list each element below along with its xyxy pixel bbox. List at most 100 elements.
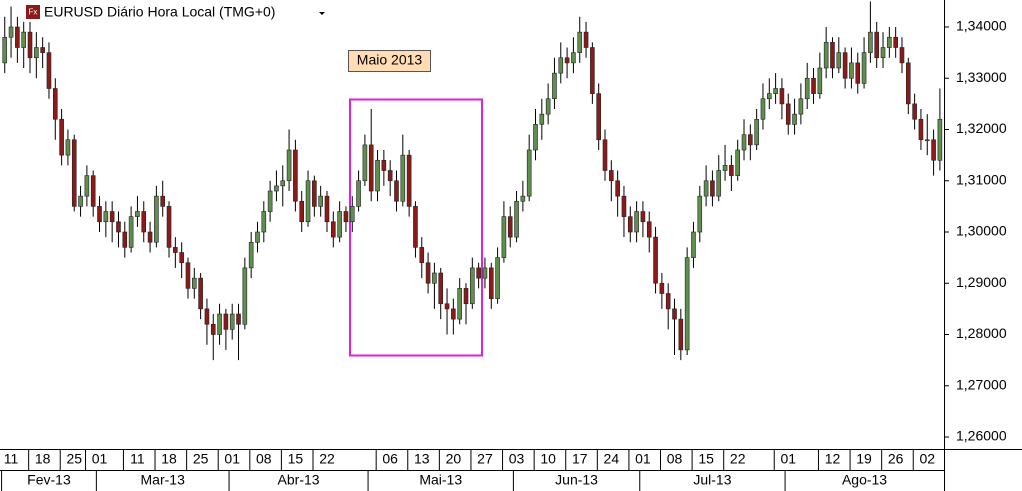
candle-body xyxy=(526,149,532,197)
candle-body xyxy=(880,47,886,59)
candle-body xyxy=(78,195,83,207)
x-tick-label: 06 xyxy=(382,451,398,467)
candle-body xyxy=(596,93,601,141)
candle-body xyxy=(90,175,96,207)
candle-body xyxy=(324,195,330,223)
candle-body xyxy=(539,113,545,125)
candle-body xyxy=(893,36,898,48)
candle-body xyxy=(905,62,911,105)
candle-body xyxy=(122,231,128,248)
candle-body xyxy=(482,267,488,279)
candle-body xyxy=(634,211,639,233)
candle-body xyxy=(451,308,456,320)
x-tick-label: 01 xyxy=(92,451,108,467)
x-tick-label: 19 xyxy=(856,451,872,467)
candle-body xyxy=(15,26,20,48)
candle-body xyxy=(697,195,703,233)
candle-body xyxy=(937,118,943,161)
candle-body xyxy=(166,206,172,248)
candle-body xyxy=(804,77,810,100)
y-tick-label: 1,26000 xyxy=(956,428,1007,444)
y-tick-label: 1,27000 xyxy=(956,376,1007,392)
candle-body xyxy=(438,272,444,305)
y-tick-label: 1,31000 xyxy=(956,171,1007,187)
candle-body xyxy=(204,308,210,325)
candle-body xyxy=(722,165,728,171)
candle-body xyxy=(488,267,494,299)
candle-body xyxy=(861,52,867,84)
x-tick-label: 26 xyxy=(888,451,904,467)
candle-body xyxy=(305,180,311,223)
candle-body xyxy=(564,57,570,64)
candle-body xyxy=(470,267,475,305)
x-tick-label: 12 xyxy=(825,451,841,467)
x-tick-label: 03 xyxy=(509,451,525,467)
candle-body xyxy=(773,88,778,94)
candle-body xyxy=(817,67,823,94)
candle-body xyxy=(741,134,747,151)
candle-body xyxy=(615,180,620,197)
candle-body xyxy=(627,216,633,233)
x-tick-label: 25 xyxy=(66,451,82,467)
candle-body xyxy=(179,252,184,264)
dropdown-arrow[interactable] xyxy=(319,12,325,15)
candle-body xyxy=(729,165,734,176)
candle-body xyxy=(653,236,658,284)
x-tick-label: 13 xyxy=(414,451,430,467)
y-tick-label: 1,32000 xyxy=(956,120,1007,136)
icon-label: Fx xyxy=(29,8,38,17)
candle-body xyxy=(375,159,380,192)
candle-body xyxy=(312,180,317,207)
candle-body xyxy=(400,154,406,202)
candle-body xyxy=(160,195,166,207)
x-tick-label: 08 xyxy=(667,451,683,467)
candle-body xyxy=(116,221,121,233)
candle-body xyxy=(766,93,772,100)
candle-body xyxy=(659,282,665,294)
candle-body xyxy=(349,206,355,223)
candle-body xyxy=(811,77,816,94)
candle-body xyxy=(185,262,191,289)
x-tick-label: 11 xyxy=(130,451,145,467)
candle-body xyxy=(672,308,677,320)
candle-body xyxy=(267,190,273,212)
candle-body xyxy=(924,139,930,142)
y-tick-label: 1,29000 xyxy=(956,274,1007,290)
candle-body xyxy=(792,113,797,125)
candle-body xyxy=(356,180,361,207)
candle-body xyxy=(558,57,564,74)
candle-body xyxy=(520,195,526,202)
candle-body xyxy=(173,247,178,253)
candle-body xyxy=(457,288,462,320)
candle-body xyxy=(590,47,595,94)
month-label: Fev-13 xyxy=(27,472,71,488)
candle-body xyxy=(394,180,399,202)
candle-body xyxy=(337,211,342,238)
candle-body xyxy=(868,31,873,53)
candle-body xyxy=(387,170,393,182)
candle-body xyxy=(425,262,431,284)
candle-body xyxy=(887,36,892,48)
x-tick-label: 01 xyxy=(224,451,240,467)
candle-body xyxy=(444,303,450,310)
x-tick-label: 11 xyxy=(4,451,19,467)
candle-body xyxy=(640,211,646,223)
candle-body xyxy=(368,144,374,192)
candle-body xyxy=(71,139,77,207)
x-tick-label: 27 xyxy=(477,451,493,467)
x-tick-label: 02 xyxy=(919,451,935,467)
candle-body xyxy=(419,247,425,264)
candle-body xyxy=(583,31,589,48)
candle-body xyxy=(602,139,608,171)
candle-body xyxy=(899,47,905,64)
candle-body xyxy=(476,267,481,279)
x-tick-label: 22 xyxy=(730,451,746,467)
candle-body xyxy=(507,216,513,238)
month-label: Jun-13 xyxy=(555,472,598,488)
x-tick-label: 10 xyxy=(540,451,556,467)
candle-body xyxy=(21,31,26,48)
candle-body xyxy=(286,149,292,182)
candle-body xyxy=(842,52,848,79)
